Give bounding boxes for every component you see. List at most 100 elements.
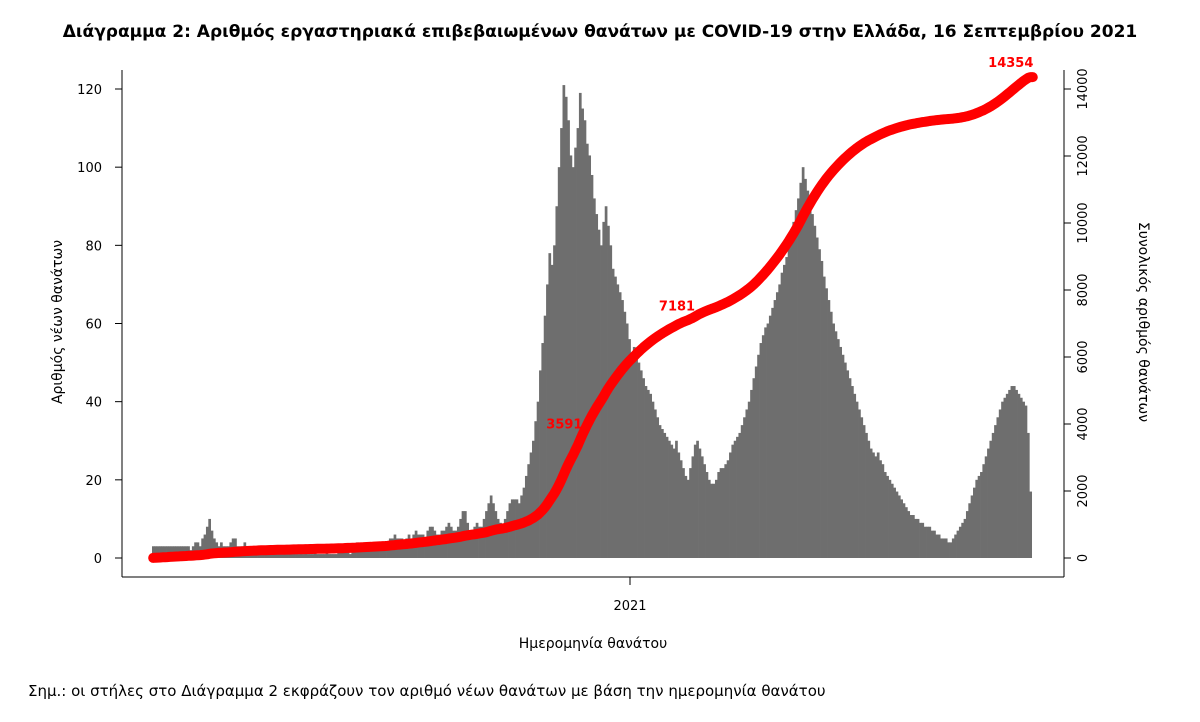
- bar: [337, 550, 341, 558]
- bar: [937, 534, 941, 558]
- bar: [374, 546, 378, 558]
- bar: [567, 120, 570, 559]
- bar: [327, 554, 331, 558]
- bar: [834, 331, 838, 558]
- bar: [872, 452, 875, 558]
- bar: [609, 245, 613, 558]
- bar: [752, 378, 756, 558]
- bar: [684, 475, 688, 558]
- bar: [996, 417, 1000, 558]
- bar: [466, 522, 470, 558]
- bar: [965, 511, 969, 558]
- bar: [813, 225, 817, 559]
- bar: [661, 429, 664, 558]
- bar: [665, 436, 669, 558]
- bar: [499, 522, 502, 558]
- bar: [154, 546, 158, 558]
- bar: [914, 518, 918, 558]
- line-annotation: 14354: [988, 56, 1033, 71]
- bar: [442, 530, 446, 558]
- bar: [585, 143, 589, 558]
- bar: [773, 300, 777, 558]
- bar: [656, 417, 660, 558]
- bar: [696, 440, 699, 558]
- bar: [334, 554, 338, 558]
- bar: [639, 370, 643, 558]
- bar: [815, 237, 819, 558]
- bar: [881, 464, 885, 558]
- bar: [325, 550, 329, 558]
- bar: [623, 311, 627, 558]
- bar: [210, 530, 214, 558]
- y-tick-label: 40: [85, 396, 102, 411]
- bar: [637, 362, 641, 558]
- bar: [1010, 386, 1014, 558]
- bar: [478, 526, 481, 558]
- bar: [743, 417, 746, 558]
- bar: [874, 456, 878, 558]
- bar: [963, 518, 967, 558]
- bar: [883, 472, 887, 558]
- bar: [890, 483, 894, 558]
- bar: [318, 554, 322, 558]
- bar: [750, 389, 753, 558]
- bar: [1024, 405, 1028, 558]
- bar: [949, 542, 953, 558]
- y2-tick-label: 14000: [1076, 68, 1091, 109]
- bar: [424, 538, 427, 558]
- y-tick-label: 60: [85, 318, 102, 333]
- line-annotation: 7181: [659, 300, 695, 315]
- chart-title: Διάγραμμα 2: Αριθμός εργαστηριακά επιβεβ…: [62, 22, 1138, 42]
- bar: [1012, 386, 1016, 558]
- bar: [203, 534, 207, 558]
- bar: [1005, 393, 1009, 558]
- bar: [722, 468, 725, 558]
- bar: [998, 409, 1002, 558]
- bar: [766, 323, 770, 558]
- bar: [194, 542, 197, 558]
- bar: [1017, 393, 1021, 558]
- bar: [848, 378, 852, 558]
- bar: [379, 546, 383, 558]
- y-tick-label: 120: [77, 83, 102, 98]
- bar: [825, 288, 828, 558]
- bar: [869, 448, 873, 558]
- bar: [365, 546, 369, 558]
- bar: [703, 464, 706, 558]
- bar: [933, 530, 936, 558]
- y2-tick-label: 2000: [1076, 474, 1091, 507]
- bar: [954, 534, 957, 558]
- bar: [951, 538, 955, 558]
- bar: [729, 452, 732, 558]
- bar: [691, 456, 695, 558]
- bar: [496, 518, 500, 558]
- y-axis-label: Αριθμός νέων θανάτων: [50, 240, 66, 404]
- bar: [571, 167, 575, 559]
- bar: [893, 487, 896, 558]
- bar: [822, 276, 826, 558]
- bar: [611, 268, 615, 558]
- bar: [506, 511, 509, 558]
- bar: [653, 409, 657, 558]
- bar: [435, 534, 439, 558]
- bar: [778, 284, 782, 558]
- bar: [843, 362, 847, 558]
- bar: [597, 229, 601, 558]
- bar: [163, 546, 167, 558]
- cumulative-line: [148, 72, 1038, 563]
- bar: [482, 518, 486, 558]
- line-layer: 14354 7181 3591: [148, 56, 1038, 563]
- labels-layer: 2021 Ημερομηνία θανάτου Αριθμός νέων θαν…: [50, 222, 1151, 652]
- bar: [764, 327, 767, 558]
- bar: [804, 178, 807, 558]
- bar: [574, 147, 577, 559]
- bar: [614, 276, 617, 558]
- bar: [679, 460, 683, 558]
- bar: [907, 511, 911, 558]
- bar: [900, 499, 903, 559]
- footnote: Σημ.: οι στήλες στο Διάγραμμα 2 εκφράζου…: [28, 682, 826, 700]
- bar: [926, 526, 929, 558]
- bar: [161, 546, 165, 558]
- bar: [818, 249, 821, 559]
- bar: [332, 554, 336, 558]
